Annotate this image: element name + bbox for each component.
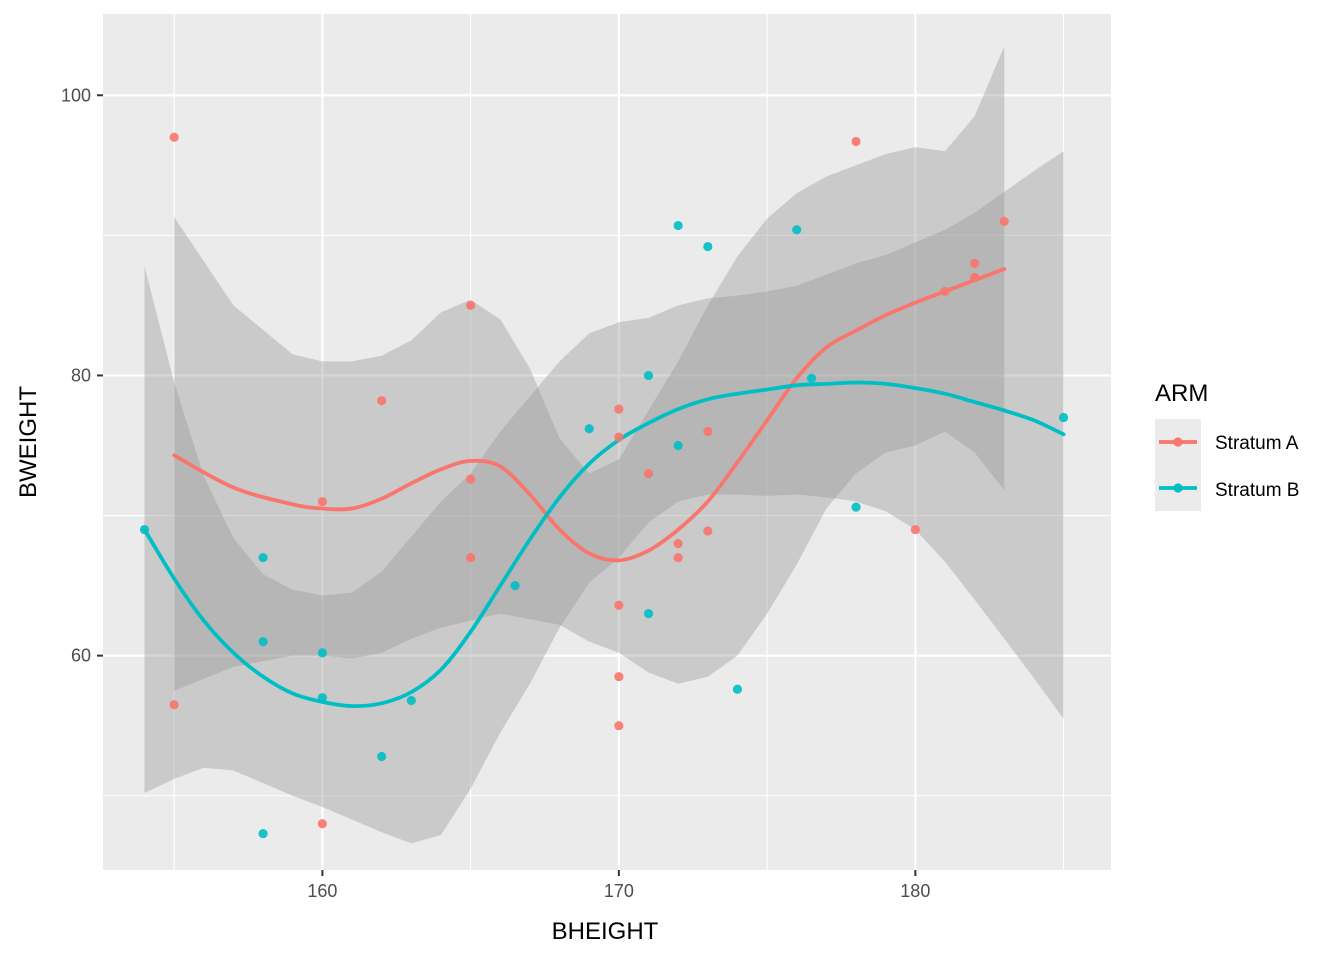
data-point-stratum-b: [258, 828, 268, 839]
data-point-stratum-b: [377, 751, 387, 762]
data-point-stratum-b: [643, 370, 654, 381]
smooth-line-stratum-b: [142, 380, 1066, 709]
data-point-stratum-b: [703, 241, 713, 252]
legend-label-stratum-a: Stratum A: [1215, 433, 1299, 454]
data-point-stratum-a: [673, 538, 683, 549]
data-point-stratum-b: [139, 524, 150, 535]
data-point-stratum-a: [614, 404, 624, 414]
y-axis-title: BWEIGHT: [15, 386, 42, 498]
legend-label-stratum-b: Stratum B: [1215, 480, 1299, 501]
data-point-stratum-b: [258, 637, 268, 647]
confidence-bands: [144, 46, 1064, 844]
x-tick-label: 180: [900, 881, 930, 901]
plot-panel: [103, 14, 1111, 870]
smooth-line-stratum-a: [172, 267, 1007, 563]
x-tick-label: 170: [604, 881, 634, 901]
data-point-stratum-a: [910, 524, 920, 535]
data-point-stratum-b: [510, 581, 520, 591]
tick-labels: 160 170 180 60 80 100: [61, 85, 930, 901]
data-point-stratum-a: [851, 136, 861, 147]
data-point-stratum-b: [792, 225, 802, 235]
data-point-stratum-b: [584, 424, 594, 434]
legend-key-point: [1173, 483, 1183, 493]
legend-key-point: [1173, 437, 1183, 447]
confidence-band-stratum-b: [144, 151, 1064, 844]
data-point-stratum-a: [317, 496, 327, 507]
data-point-stratum-b: [406, 695, 416, 706]
data-points: [139, 132, 1069, 839]
data-point-stratum-a: [466, 552, 476, 563]
data-point-stratum-a: [643, 468, 654, 479]
confidence-band-stratum-a: [174, 46, 1005, 691]
data-point-stratum-a: [970, 258, 980, 268]
data-point-stratum-b: [851, 502, 861, 512]
data-point-stratum-b: [673, 440, 683, 451]
y-tick-label: 80: [71, 365, 91, 385]
data-point-stratum-a: [377, 396, 387, 406]
data-point-stratum-a: [169, 700, 179, 710]
data-point-stratum-a: [466, 474, 476, 484]
data-point-stratum-a: [614, 600, 624, 610]
data-point-stratum-a: [614, 721, 624, 731]
data-point-stratum-a: [614, 672, 624, 682]
data-point-stratum-b: [317, 693, 327, 703]
data-point-stratum-a: [999, 216, 1009, 226]
legend: ARM Stratum A Stratum B: [1155, 380, 1299, 511]
minor-gridlines: [103, 14, 1111, 870]
axis-ticks: [97, 94, 917, 876]
data-point-stratum-a: [614, 432, 624, 442]
y-tick-label: 100: [61, 85, 91, 105]
data-point-stratum-a: [466, 300, 476, 311]
data-point-stratum-a: [317, 819, 327, 829]
data-point-stratum-a: [703, 426, 713, 437]
data-point-stratum-b: [317, 648, 327, 658]
smooth-lines: [142, 267, 1066, 709]
x-axis-title: BHEIGHT: [552, 918, 659, 945]
legend-title: ARM: [1155, 380, 1208, 407]
data-point-stratum-b: [1058, 412, 1069, 423]
data-point-stratum-b: [643, 609, 654, 619]
data-point-stratum-b: [258, 552, 268, 563]
data-point-stratum-a: [169, 132, 179, 142]
data-point-stratum-b: [806, 373, 817, 383]
y-tick-label: 60: [71, 646, 91, 666]
data-point-stratum-b: [732, 684, 743, 694]
data-point-stratum-b: [673, 220, 683, 231]
data-point-stratum-a: [703, 526, 713, 536]
x-tick-label: 160: [307, 881, 337, 901]
data-point-stratum-a: [940, 286, 950, 296]
data-point-stratum-a: [673, 552, 683, 563]
data-point-stratum-a: [970, 272, 980, 282]
